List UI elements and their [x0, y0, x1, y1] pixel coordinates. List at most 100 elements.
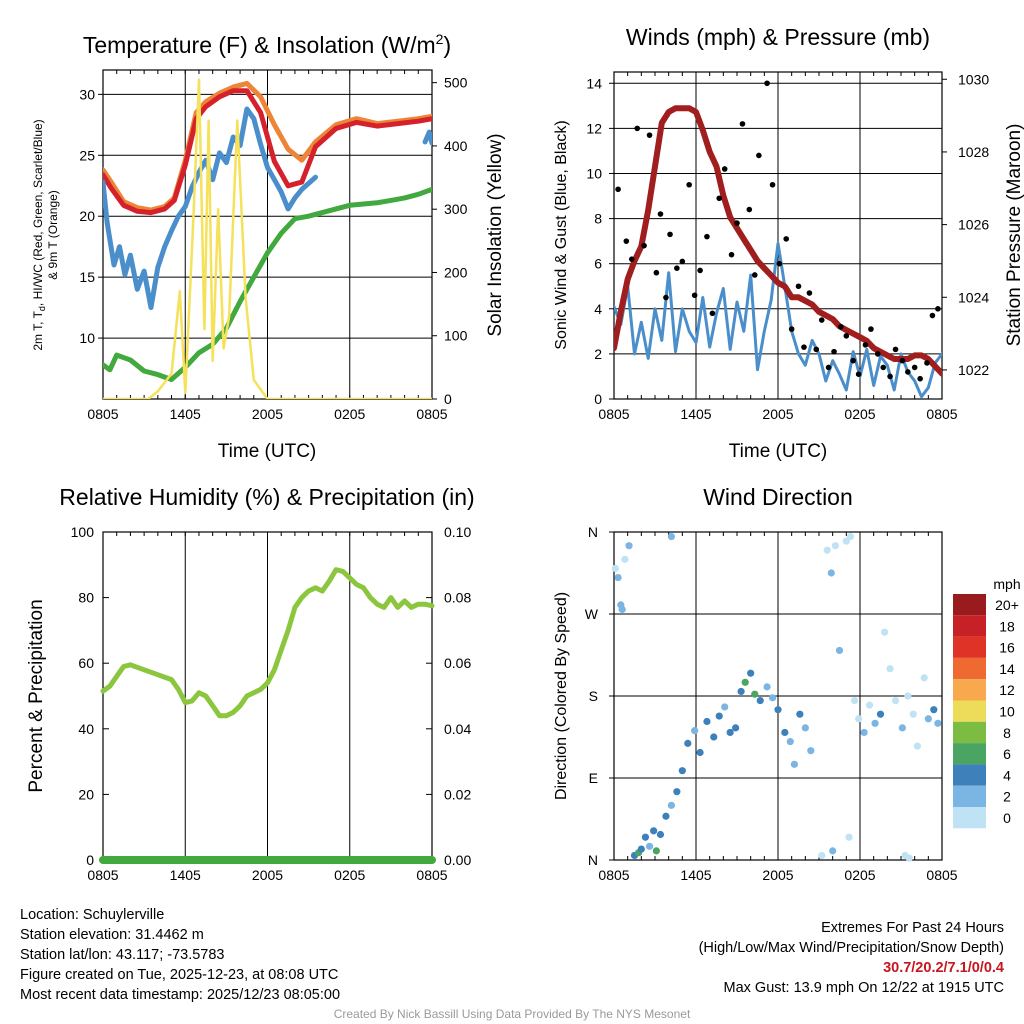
latlon-text: Station lat/lon: 43.117; -73.5783 — [20, 947, 225, 963]
y-tick-label: N — [588, 852, 598, 868]
gust-point — [663, 294, 669, 301]
direction-point — [768, 694, 777, 702]
direction-point — [678, 767, 686, 775]
direction-point — [850, 696, 859, 705]
x-tick-label: 1405 — [170, 406, 201, 422]
gust-point — [806, 290, 813, 296]
y-tick-label: 40 — [78, 721, 94, 737]
colorbar-label: 4 — [1003, 767, 1011, 783]
direction-point — [611, 564, 619, 573]
y2-tick-label: 0.06 — [444, 655, 471, 671]
colorbar-swatch — [953, 679, 986, 701]
direction-point — [732, 724, 740, 732]
y2-tick-label: 400 — [444, 138, 468, 154]
gust-point — [657, 211, 664, 217]
gust-point — [917, 375, 923, 382]
y-tick-label: 15 — [79, 269, 95, 285]
winds-chart: 0805 1405 2005 0205 080502468101214102210241… — [553, 24, 1024, 462]
y-axis-label: Sonic Wind & Gust (Blue, Black) — [553, 120, 570, 349]
gust-point — [850, 357, 856, 364]
gust-point — [641, 242, 647, 249]
y-tick-label: 20 — [79, 208, 95, 224]
x-tick-label: 2005 — [252, 406, 283, 422]
y2-tick-label: 300 — [444, 201, 468, 217]
direction-point — [710, 733, 718, 741]
y-label-part: 2m T, T — [31, 310, 45, 350]
series-line — [614, 241, 942, 399]
y-label-part: , HI/WC (Red, Green, Scarlet/Blue) — [31, 119, 45, 306]
gust-point — [862, 342, 869, 348]
direction-point — [715, 712, 723, 720]
direction-point — [721, 703, 729, 711]
winds-series — [614, 80, 942, 399]
temperature-chart: 0805 1405 2005 0205 080510152025300100200300… — [31, 31, 506, 462]
x-tick-label: 0205 — [334, 867, 365, 883]
title-text: Temperature (F) & Insolation (W/m — [83, 32, 436, 58]
direction-point — [846, 532, 855, 541]
direction-point — [827, 569, 835, 577]
direction-point — [741, 678, 749, 686]
colorbar: mph 20+ 18 16 14 12 10 8 6 4 2 0 — [953, 576, 1021, 829]
colorbar-swatch — [953, 657, 986, 680]
gust-point — [623, 238, 630, 244]
y2-tick-label: 1028 — [958, 144, 989, 160]
direction-point — [865, 701, 874, 709]
direction-point — [871, 719, 879, 727]
gust-point — [674, 265, 680, 272]
gust-point — [697, 267, 703, 274]
direction-point — [891, 696, 900, 705]
direction-point — [737, 687, 745, 696]
colorbar-title: mph — [993, 576, 1020, 592]
humidity-chart: 0805 1405 2005 0205 08050204060801000.000.02… — [26, 484, 475, 883]
direction-point — [614, 573, 622, 582]
gust-point — [892, 346, 899, 353]
gust-point — [887, 373, 893, 380]
direction-point — [876, 710, 885, 718]
direction-point — [756, 696, 764, 705]
direction-point — [855, 715, 863, 723]
x-tick-label: 1405 — [680, 867, 711, 883]
x-tick-label: 0805 — [87, 406, 118, 422]
y2-tick-label: 500 — [444, 75, 468, 91]
direction-point — [886, 665, 894, 673]
direction-point — [747, 669, 755, 677]
gust-point — [880, 364, 887, 371]
gust-point — [653, 269, 660, 276]
colorbar-label: 16 — [999, 640, 1015, 656]
series-line — [100, 567, 435, 719]
gust-point — [776, 260, 783, 267]
direction-point — [930, 706, 938, 714]
direction-point — [920, 674, 928, 682]
y2-tick-label: 0.10 — [444, 524, 471, 540]
gust-point — [628, 256, 635, 262]
direction-point — [652, 847, 660, 855]
series-line — [103, 88, 432, 216]
gust-point — [756, 152, 762, 159]
x-tick-label: 0805 — [926, 867, 957, 883]
temperature-series — [103, 78, 432, 399]
x-tick-label: 2005 — [762, 867, 793, 883]
gust-point — [615, 186, 621, 193]
gust-point — [734, 220, 740, 226]
colorbar-swatch — [953, 636, 986, 658]
direction-point — [781, 728, 789, 737]
gust-point — [739, 121, 746, 127]
direction-point — [913, 742, 922, 750]
x-tick-label: 1405 — [680, 406, 711, 422]
gust-point — [905, 369, 911, 375]
direction-point — [909, 710, 917, 718]
y2-tick-label: 0.00 — [444, 852, 471, 868]
direction-point — [904, 692, 912, 700]
extremes-title: Extremes For Past 24 Hours — [821, 920, 1004, 936]
y-tick-label: 25 — [79, 147, 95, 163]
series-line — [103, 186, 432, 382]
y2-tick-label: 1030 — [958, 71, 989, 87]
gust-point — [716, 195, 723, 202]
gust-point — [813, 346, 820, 353]
direction-point — [684, 739, 692, 747]
direction-point — [924, 715, 932, 723]
y-tick-label: 10 — [586, 165, 602, 181]
gust-point — [634, 125, 641, 132]
colorbar-label: 20+ — [995, 597, 1019, 613]
